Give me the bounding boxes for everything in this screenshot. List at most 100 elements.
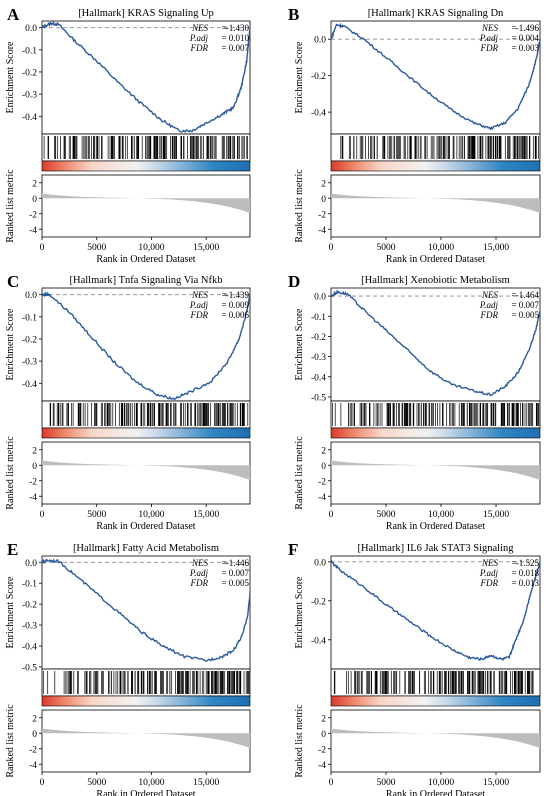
- chart-title: [Hallmark] KRAS Signaling Dn: [368, 8, 504, 19]
- metric-frame: [41, 441, 251, 505]
- stat-value-fdr: 0.005: [519, 310, 540, 320]
- stat-value-nes: -1.446: [226, 558, 250, 568]
- metric-ytick-label: -4: [318, 226, 326, 236]
- xtick-label: 10,000: [428, 510, 454, 520]
- panel-c: C [Hallmark] Tnfa Signaling Via Nfkb 0.0 -0…: [5, 272, 251, 532]
- xtick-label: 15,000: [483, 510, 509, 520]
- es-curve: [330, 288, 541, 397]
- stat-label-padj: P.adj: [479, 300, 499, 310]
- es-ytick-label: -0.4: [22, 380, 37, 390]
- xtick-label: 10,000: [138, 510, 164, 520]
- stat-value-fdr: 0.005: [229, 578, 250, 588]
- metric-ytick-label: -2: [318, 745, 326, 755]
- xtick-label: 0: [329, 243, 334, 253]
- panel-a: A [Hallmark] KRAS Signaling Up 0.0 -0.1 -0.2…: [5, 5, 251, 265]
- es-ytick-label: -0.4: [311, 109, 326, 119]
- stat-eq: =: [511, 290, 516, 300]
- stat-label-fdr: FDR: [480, 43, 499, 53]
- stat-label-fdr: FDR: [480, 310, 499, 320]
- stat-value-fdr: 0.006: [229, 310, 250, 320]
- rank-color-bar: [41, 160, 251, 172]
- hit-marks: [340, 136, 539, 159]
- hit-marks: [332, 403, 540, 426]
- metric-frame: [41, 174, 251, 238]
- es-ylabel: Enrichment Score: [294, 576, 305, 648]
- es-curve: [330, 559, 541, 662]
- metric-ylabel: Ranked list metric: [5, 704, 16, 778]
- es-ytick-label: -0.4: [311, 636, 326, 646]
- metric-ytick-label: -4: [29, 761, 37, 771]
- rank-color-bar: [41, 427, 251, 439]
- stat-eq: =: [511, 43, 516, 53]
- ranked-metric-area: [42, 193, 250, 213]
- es-ytick-label: -0.1: [22, 46, 37, 56]
- xtick-label: 15,000: [483, 243, 509, 253]
- panel-f: F [Hallmark] IL6 Jak STAT3 Signaling 0.0 -0…: [288, 540, 541, 796]
- es-ytick-label: -0.3: [22, 622, 37, 632]
- stat-eq: =: [221, 290, 226, 300]
- xlabel: Rank in Ordered Dataset: [96, 254, 195, 265]
- es-ytick-label: -0.5: [22, 663, 37, 673]
- xtick-label: 0: [40, 778, 45, 788]
- metric-ylabel: Ranked list metric: [5, 169, 16, 243]
- rank-color-bar: [330, 160, 541, 172]
- xtick-label: 5000: [377, 778, 396, 788]
- rank-color-bar: [330, 427, 541, 439]
- stat-value-padj: 0.010: [229, 33, 250, 43]
- es-ylabel: Enrichment Score: [294, 308, 305, 380]
- stat-eq: =: [511, 23, 516, 33]
- stat-value-padj: 0.004: [519, 33, 540, 43]
- es-ytick-label: -0.2: [311, 333, 326, 343]
- es-ytick-label: 0.0: [25, 291, 37, 301]
- stat-value-nes: -1.496: [516, 23, 540, 33]
- es-frame: [330, 287, 541, 402]
- stat-eq: =: [221, 310, 226, 320]
- stat-label-padj: P.adj: [479, 568, 499, 578]
- xtick-label: 15,000: [193, 778, 219, 788]
- stat-label-nes: NES: [191, 23, 209, 33]
- stat-eq: =: [221, 578, 226, 588]
- es-ylabel: Enrichment Score: [5, 41, 16, 113]
- es-ytick-label: -0.2: [311, 72, 326, 82]
- hit-marks: [43, 136, 248, 159]
- xtick-label: 5000: [87, 778, 106, 788]
- es-ytick-label: -0.1: [22, 313, 37, 323]
- es-frame: [41, 555, 251, 670]
- metric-ytick-label: 0: [32, 462, 37, 472]
- stat-label-nes: NES: [191, 290, 209, 300]
- es-frame: [41, 287, 251, 402]
- stat-label-nes: NES: [481, 558, 499, 568]
- stat-label-padj: P.adj: [189, 568, 209, 578]
- panel-letter: E: [7, 540, 18, 559]
- stat-value-fdr: 0.013: [519, 578, 540, 588]
- stat-eq: =: [511, 33, 516, 43]
- metric-ylabel: Ranked list metric: [294, 169, 305, 243]
- xlabel: Rank in Ordered Dataset: [386, 521, 485, 532]
- metric-ytick-label: 0: [321, 195, 326, 205]
- stat-label-padj: P.adj: [189, 33, 209, 43]
- es-ytick-label: 0.0: [25, 24, 37, 34]
- chart-title: [Hallmark] KRAS Signaling Up: [78, 8, 214, 19]
- es-ytick-label: -0.4: [22, 642, 37, 652]
- metric-ytick-label: 2: [32, 446, 37, 456]
- es-ytick-label: 0.0: [314, 36, 326, 46]
- stat-label-fdr: FDR: [190, 578, 209, 588]
- es-ytick-label: -0.2: [22, 601, 37, 611]
- metric-ytick-label: 2: [32, 714, 37, 724]
- xtick-label: 10,000: [428, 778, 454, 788]
- stat-eq: =: [511, 300, 516, 310]
- es-ylabel: Enrichment Score: [294, 41, 305, 113]
- es-ytick-label: 0.0: [314, 558, 326, 568]
- stat-eq: =: [221, 568, 226, 578]
- es-ytick-label: -0.2: [22, 68, 37, 78]
- metric-ytick-label: -2: [318, 477, 326, 487]
- metric-frame: [330, 174, 541, 238]
- xtick-label: 5000: [377, 243, 396, 253]
- panel-letter: D: [288, 272, 300, 291]
- rank-color-bar: [41, 695, 251, 707]
- metric-ytick-label: 2: [32, 179, 37, 189]
- es-ytick-label: -0.2: [22, 335, 37, 345]
- metric-ytick-label: 0: [32, 195, 37, 205]
- metric-ylabel: Ranked list metric: [294, 436, 305, 510]
- metric-frame: [330, 709, 541, 773]
